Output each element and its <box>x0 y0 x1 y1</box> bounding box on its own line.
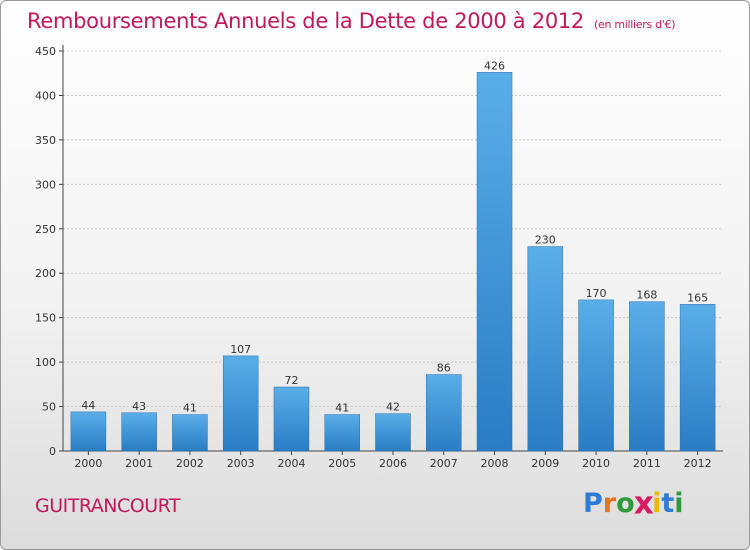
bar-2012 <box>679 304 716 452</box>
bar-2008 <box>476 72 513 452</box>
bar-2011 <box>629 301 665 452</box>
y-tick-label: 50 <box>42 401 56 414</box>
data-label: 44 <box>81 399 95 412</box>
data-label: 170 <box>586 287 607 300</box>
bar-2005 <box>324 414 360 452</box>
labels: 0 50 100 150 200 250 300 350 400 450 2000 44 2001 43 2… <box>35 45 712 470</box>
x-tick-label: 2006 <box>379 457 407 470</box>
logo-letter: i <box>652 488 662 519</box>
data-label: 426 <box>484 59 505 72</box>
x-tick-label: 2008 <box>481 457 509 470</box>
bar-2000 <box>70 411 107 452</box>
y-tick-label: 0 <box>49 445 56 458</box>
logo-letter: i <box>674 488 684 519</box>
data-label: 165 <box>687 291 708 304</box>
bar-2001 <box>121 412 157 452</box>
bar-2009 <box>527 246 564 452</box>
x-tick-label: 2004 <box>277 457 305 470</box>
bar-2004 <box>273 386 310 452</box>
axes <box>59 45 723 455</box>
x-tick-label: 2002 <box>176 457 204 470</box>
x-tick-label: 2007 <box>430 457 458 470</box>
x-tick-label: 2001 <box>125 457 153 470</box>
y-tick-label: 200 <box>35 267 56 280</box>
logo-letter: t <box>661 488 675 519</box>
y-tick-label: 350 <box>35 134 56 147</box>
data-label: 43 <box>132 400 146 413</box>
chart-unit: (en milliers d'€) <box>594 18 676 31</box>
chart-title-text: Remboursements Annuels de la Dette de 20… <box>27 9 584 33</box>
bar-2006 <box>375 413 411 452</box>
data-label: 42 <box>386 401 400 414</box>
proxiti-logo: Proxiti <box>583 485 684 522</box>
logo-letter: o <box>616 488 635 519</box>
y-tick-label: 100 <box>35 356 56 369</box>
logo-letter: x <box>633 485 654 522</box>
y-tick-label: 450 <box>35 45 56 58</box>
x-tick-label: 2010 <box>582 457 610 470</box>
data-label: 107 <box>230 343 251 356</box>
bar-2003 <box>222 355 259 452</box>
x-tick-label: 2000 <box>74 457 102 470</box>
logo-letter: r <box>602 488 617 519</box>
x-tick-label: 2003 <box>227 457 255 470</box>
x-tick-label: 2012 <box>684 457 712 470</box>
bars <box>70 72 716 452</box>
data-label: 168 <box>636 289 657 302</box>
bar-2002 <box>172 414 208 452</box>
data-label: 72 <box>284 374 298 387</box>
y-tick-label: 400 <box>35 89 56 102</box>
data-label: 41 <box>335 402 349 415</box>
y-tick-label: 150 <box>35 312 56 325</box>
logo-letter: P <box>583 488 603 519</box>
commune-name: GUITRANCOURT <box>35 495 181 517</box>
gridlines <box>63 50 723 452</box>
data-label: 41 <box>183 402 197 415</box>
data-label: 86 <box>437 362 451 375</box>
x-tick-label: 2005 <box>328 457 356 470</box>
bar-chart: 0 50 100 150 200 250 300 350 400 450 2000 44 2001 43 2… <box>35 45 723 470</box>
data-label: 230 <box>535 234 556 247</box>
x-tick-label: 2011 <box>633 457 661 470</box>
y-tick-label: 300 <box>35 178 56 191</box>
x-tick-label: 2009 <box>531 457 559 470</box>
chart-title: Remboursements Annuels de la Dette de 20… <box>27 9 675 33</box>
bar-2007 <box>426 374 462 452</box>
y-tick-label: 250 <box>35 223 56 236</box>
bar-2010 <box>578 299 614 452</box>
